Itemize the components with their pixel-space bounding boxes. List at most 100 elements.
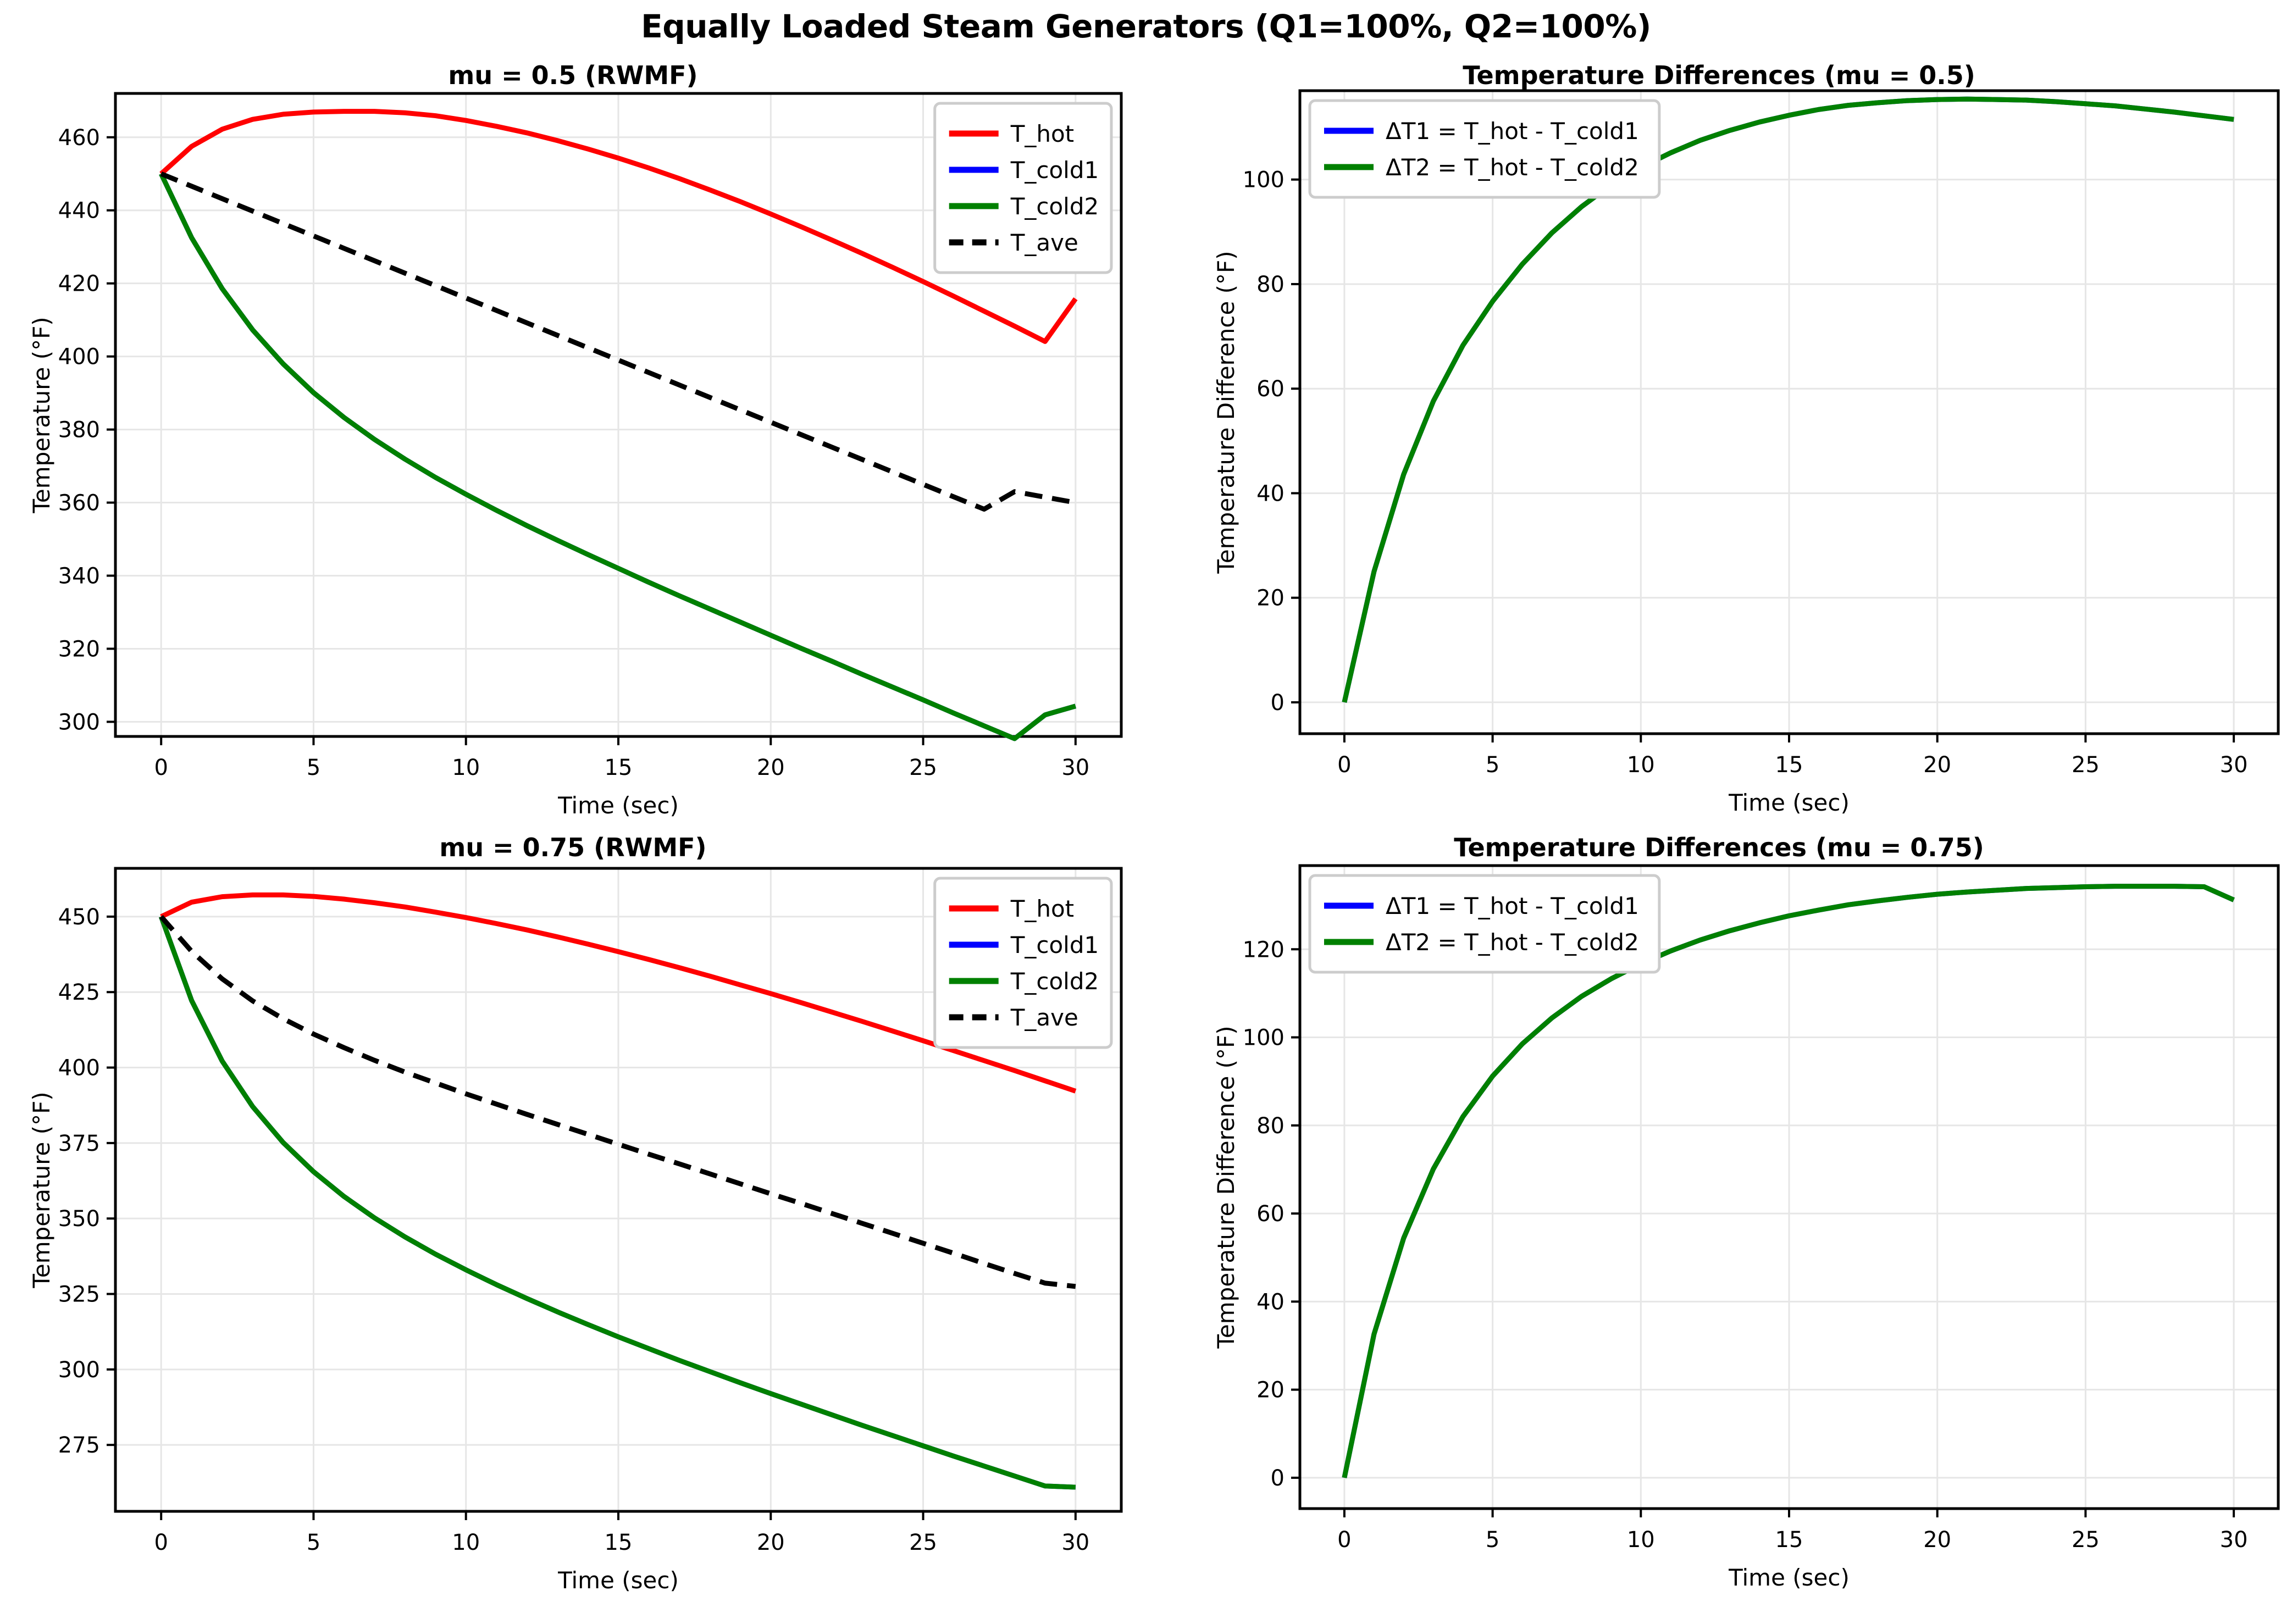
- legend-label-3: T_ave: [1010, 229, 1078, 256]
- legend-label-1: T_cold1: [1010, 157, 1099, 184]
- legend-label-0: T_hot: [1010, 895, 1074, 922]
- series-line-t-hot: [159, 109, 1078, 344]
- x-tick-label: 25: [2072, 752, 2100, 778]
- y-tick-label: 120: [1243, 937, 1285, 962]
- y-tick-label: 40: [1256, 1289, 1285, 1315]
- y-tick-label: 460: [58, 125, 100, 151]
- y-tick-label: 450: [58, 905, 100, 930]
- x-tick-label: 15: [605, 755, 633, 780]
- x-tick-label: 0: [1337, 752, 1351, 778]
- y-tick-label: 425: [58, 980, 100, 1005]
- y-axis-label: Temperature (°F): [28, 317, 55, 513]
- legend-label-2: T_cold2: [1010, 193, 1099, 220]
- x-tick-label: 10: [1627, 752, 1655, 778]
- x-tick-label: 30: [2220, 752, 2248, 778]
- plot-svg-top-left[interactable]: 0 5 10 15 20 25 30 300 320 340 360 380 400 420 440 460 T…: [0, 60, 1146, 841]
- x-tick-label: 15: [1775, 752, 1803, 778]
- y-tick-label: 20: [1256, 1378, 1285, 1403]
- x-tick-label: 5: [1486, 752, 1499, 778]
- series-line-t-cold2: [158, 916, 1076, 1490]
- panel-title-bottom-left: mu = 0.75 (RWMF): [439, 833, 707, 862]
- legend-box: [933, 877, 1113, 1049]
- legend-label-1: ΔT2 = T_hot - T_cold2: [1386, 154, 1639, 181]
- x-tick-label: 15: [1775, 1527, 1803, 1553]
- y-tick-label: 400: [58, 345, 100, 370]
- legend-label-1: T_cold1: [1010, 932, 1099, 958]
- x-tick-label: 20: [757, 1530, 785, 1555]
- legend-label-0: ΔT1 = T_hot - T_cold1: [1386, 118, 1639, 145]
- series-line-t-cold2: [159, 173, 1077, 741]
- figure-suptitle: Equally Loaded Steam Generators (Q1=100%…: [641, 8, 1651, 45]
- x-tick-label: 20: [1923, 1527, 1951, 1553]
- x-tick-label: 5: [307, 1530, 320, 1555]
- x-tick-label: 10: [452, 755, 480, 780]
- x-tick-label: 30: [1061, 1530, 1089, 1555]
- legend[interactable]: ΔT1 = T_hot - T_cold1 ΔT2 = T_hot - T_col…: [1308, 874, 1661, 974]
- y-axis-label: Temperature Difference (°F): [1213, 251, 1239, 574]
- x-axis-label: Time (sec): [1728, 789, 1850, 816]
- panel-title-top-right: Temperature Differences (mu = 0.5): [1463, 60, 1975, 90]
- legend-label-1: ΔT2 = T_hot - T_cold2: [1386, 929, 1639, 956]
- y-tick-label: 300: [58, 710, 100, 735]
- y-tick-label: 60: [1256, 376, 1285, 402]
- x-tick-label: 0: [1337, 1527, 1351, 1553]
- x-tick-label: 30: [2220, 1527, 2248, 1553]
- series-line--t2-t-hot-t-cold2: [1342, 884, 2235, 1478]
- y-tick-label: 400: [58, 1056, 100, 1081]
- panel-bottom-left: mu = 0.75 (RWMF) 0 5 10 15 20 25 30 275 300 325 35…: [0, 833, 1146, 1619]
- legend-label-0: ΔT1 = T_hot - T_cold1: [1386, 893, 1639, 919]
- series-line--t2-t-hot-t-cold2: [1342, 96, 2234, 703]
- panel-top-left: mu = 0.5 (RWMF) 0 5 10 15 20 25 30 300 320 340 360…: [0, 60, 1146, 841]
- y-tick-label: 20: [1256, 586, 1285, 611]
- y-tick-label: 340: [58, 564, 100, 589]
- y-tick-label: 80: [1256, 272, 1285, 297]
- y-tick-label: 350: [58, 1206, 100, 1232]
- y-tick-label: 320: [58, 636, 100, 662]
- legend-label-3: T_ave: [1010, 1004, 1078, 1031]
- plot-svg-top-right[interactable]: 0 5 10 15 20 25 30 0 20 40 60 80 100 Time (sec) Temper…: [1146, 60, 2292, 841]
- y-tick-label: 0: [1271, 690, 1285, 716]
- panel-title-top-left: mu = 0.5 (RWMF): [448, 60, 698, 90]
- x-axis-label: Time (sec): [1728, 1564, 1850, 1591]
- y-axis-label: Temperature Difference (°F): [1213, 1026, 1239, 1349]
- panel-bottom-right: Temperature Differences (mu = 0.75) 0 5 10…: [1146, 833, 2292, 1619]
- x-tick-label: 25: [2072, 1527, 2100, 1553]
- plot-svg-bottom-left[interactable]: 0 5 10 15 20 25 30 275 300 325 350 375 400 425 450 Time…: [0, 833, 1146, 1619]
- x-axis-label: Time (sec): [557, 1567, 679, 1594]
- y-tick-label: 300: [58, 1357, 100, 1383]
- y-tick-label: 420: [58, 271, 100, 297]
- y-tick-label: 80: [1256, 1113, 1285, 1139]
- panel-top-right: Temperature Differences (mu = 0.5) 0 5 10 1…: [1146, 60, 2292, 841]
- x-tick-label: 20: [757, 755, 785, 780]
- panel-title-bottom-right: Temperature Differences (mu = 0.75): [1454, 833, 1984, 862]
- y-tick-label: 60: [1256, 1201, 1285, 1227]
- x-tick-label: 10: [452, 1530, 480, 1555]
- x-tick-label: 0: [154, 755, 168, 780]
- x-tick-label: 5: [307, 755, 320, 780]
- x-tick-label: 25: [909, 1530, 937, 1555]
- legend-box: [1308, 874, 1661, 974]
- x-axis-label: Time (sec): [557, 792, 679, 819]
- y-tick-label: 375: [58, 1131, 100, 1156]
- y-tick-label: 360: [58, 491, 100, 516]
- x-tick-label: 0: [154, 1530, 168, 1555]
- y-tick-label: 440: [58, 198, 100, 224]
- legend[interactable]: T_hot T_cold1 T_cold2 T_ave: [933, 102, 1113, 274]
- y-tick-label: 100: [1243, 1026, 1285, 1051]
- legend-label-0: T_hot: [1010, 120, 1074, 147]
- legend[interactable]: T_hot T_cold1 T_cold2 T_ave: [933, 877, 1113, 1049]
- x-tick-label: 20: [1923, 752, 1951, 778]
- legend-box: [933, 102, 1113, 274]
- plot-svg-bottom-right[interactable]: 0 5 10 15 20 25 30 0 20 40 60 80 100 120 Time (sec) Tem…: [1146, 833, 2292, 1619]
- series-line-t-ave: [159, 914, 1076, 1289]
- y-tick-label: 0: [1271, 1466, 1285, 1491]
- series-line-t-hot: [160, 892, 1077, 1094]
- legend-label-2: T_cold2: [1010, 968, 1099, 995]
- y-tick-label: 40: [1256, 481, 1285, 506]
- x-tick-label: 15: [605, 1530, 633, 1555]
- y-tick-label: 380: [58, 418, 100, 443]
- legend[interactable]: ΔT1 = T_hot - T_cold1 ΔT2 = T_hot - T_col…: [1308, 99, 1661, 199]
- x-tick-label: 30: [1061, 755, 1089, 780]
- legend-box: [1308, 99, 1661, 199]
